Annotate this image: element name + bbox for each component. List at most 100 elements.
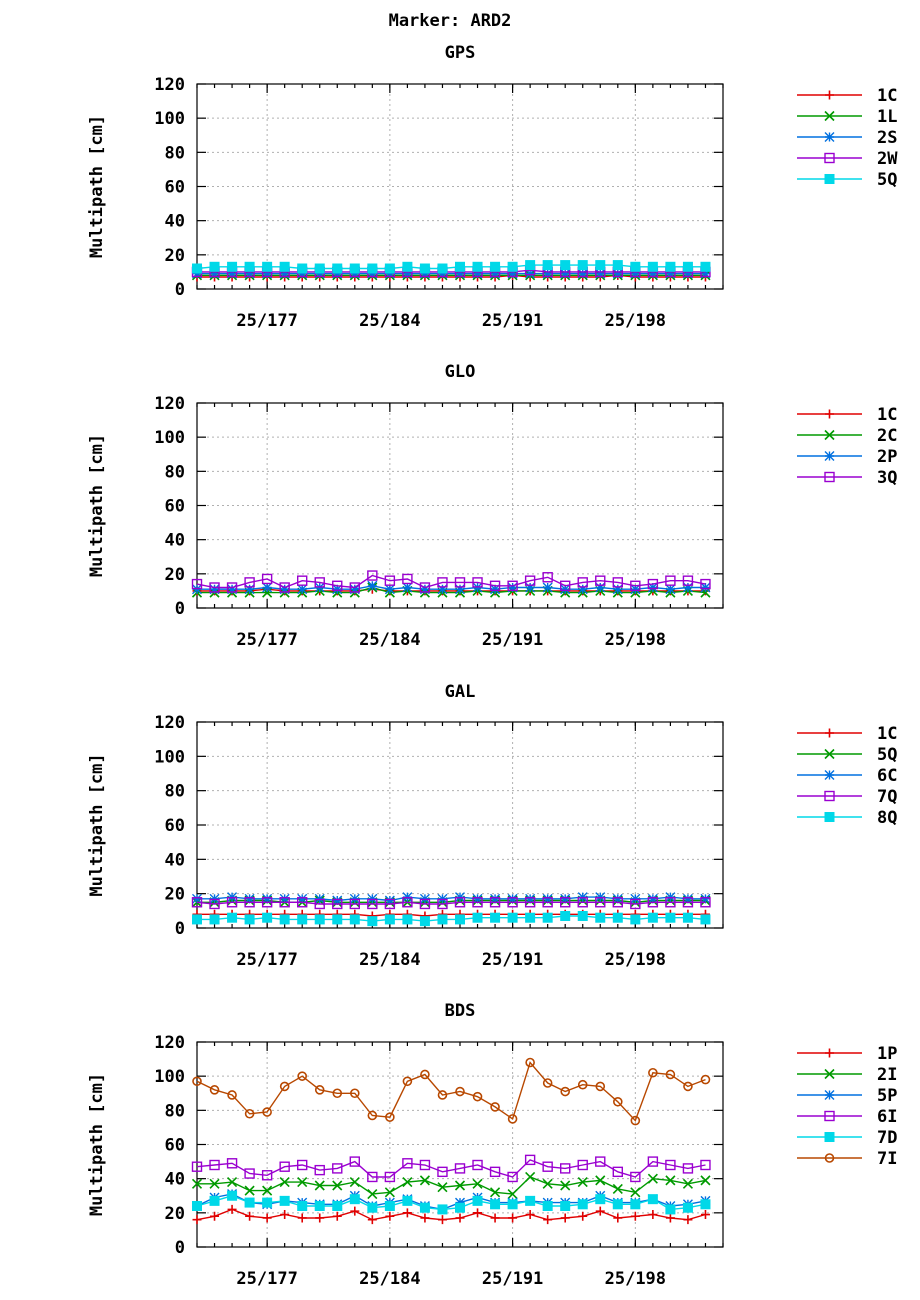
data-point-2S [455,268,465,279]
data-point-7D [700,1199,711,1210]
panel-title-glo: GLO [445,362,476,382]
data-point-7D [490,1199,501,1210]
y-tick-label: 20 [165,246,185,266]
data-point-2S [402,268,413,279]
data-point-2P [612,584,623,595]
y-axis-label: Multipath [cm] [87,1073,107,1216]
data-point-6I [402,1158,413,1169]
data-point-2S [542,268,553,279]
data-point-7Q [244,897,255,908]
data-point-3Q [542,572,553,583]
data-point-5Q [367,263,378,274]
data-point-2P [542,582,553,593]
y-tick-label: 120 [154,75,185,95]
data-point-6I [244,1168,255,1179]
data-point-8Q [367,916,378,927]
data-point-2S [472,268,483,279]
panel-gps: GPS 0 20 40 60 80 100 120 25/177 25/184 25/191 25/1… [87,43,898,331]
data-point-5Q [630,261,641,272]
data-point-6I [226,1158,238,1169]
data-point-3Q [244,577,255,588]
data-point-3Q [419,582,431,593]
data-point-1P [227,1204,237,1214]
y-tick-label: 20 [165,885,185,905]
data-point-7Q [332,898,343,910]
legend-label-5P: 5P [877,1086,897,1106]
series-line-6C [197,896,706,902]
legend-label-2I: 2I [877,1065,897,1085]
data-point-3Q [279,582,290,593]
series-2I [191,1171,711,1200]
data-point-2I [384,1187,395,1198]
data-point-5Q [192,263,202,274]
data-point-7D [630,1199,641,1210]
data-point-2P [209,584,220,595]
data-point-6C [297,893,308,904]
data-point-2I [472,1178,483,1189]
data-point-2S [577,268,588,279]
data-point-7I [542,1078,553,1088]
data-point-2I [367,1188,378,1200]
data-point-7I [349,1088,360,1099]
data-point-6I [437,1166,448,1178]
data-point-8Q [419,916,430,927]
data-point-7I [630,1115,641,1126]
data-point-1P [245,1211,255,1221]
data-point-7I [455,1086,465,1097]
y-axis-label: Multipath [cm] [87,753,107,896]
legend-label-1P: 1P [877,1044,897,1064]
data-point-5Q [297,263,308,274]
data-point-7Q [209,898,220,910]
data-point-2P [244,584,255,595]
data-point-2I [577,1177,588,1188]
data-point-7Q [577,897,588,908]
data-point-7Q [647,897,659,908]
data-point-2I [542,1178,553,1189]
data-point-7Q [454,897,466,908]
data-point-8Q [209,914,220,925]
data-point-7I [665,1069,676,1080]
data-point-8Q [384,914,395,925]
data-point-2I [560,1180,571,1191]
y-tick-label: 20 [165,1204,185,1224]
data-point-2S [490,268,501,279]
data-point-5Q [665,261,676,272]
data-point-2S [560,268,571,279]
data-point-6C [700,893,711,904]
data-point-3Q [682,575,694,586]
data-point-7D [262,1197,273,1208]
data-point-7I [648,1067,658,1078]
legend-marker-2S [824,132,835,142]
data-point-7I [700,1074,711,1085]
y-tick-label: 40 [165,850,185,870]
data-point-7D [279,1195,290,1206]
data-point-6I [384,1171,396,1183]
series-line-2P [197,585,706,590]
panel-title-gps: GPS [445,43,476,63]
data-point-6C [262,893,273,904]
data-point-2I [490,1187,501,1198]
legend-label-5Q: 5Q [877,745,897,765]
data-point-1P [665,1213,675,1223]
data-point-7I [244,1108,255,1119]
data-point-5Q [227,261,238,272]
data-point-7I [314,1085,325,1095]
data-point-2S [384,268,395,279]
data-point-6C [542,893,553,904]
x-tick-label: 25/177 [236,630,297,650]
data-point-7D [577,1199,588,1210]
data-point-7I [209,1085,220,1095]
data-point-7D [507,1199,518,1210]
data-point-3Q [612,577,623,588]
legend-marker-2C [824,429,835,441]
data-point-6I [297,1159,308,1171]
data-point-1P [683,1215,693,1225]
data-point-3Q [647,578,659,590]
series-line-5Q [196,264,706,270]
data-point-5Q [595,260,606,271]
series-line-7I [196,1061,706,1122]
data-point-2I [525,1171,536,1183]
data-point-2S [419,268,430,279]
legend-label-2S: 2S [877,128,897,148]
data-point-5Q [262,261,273,272]
